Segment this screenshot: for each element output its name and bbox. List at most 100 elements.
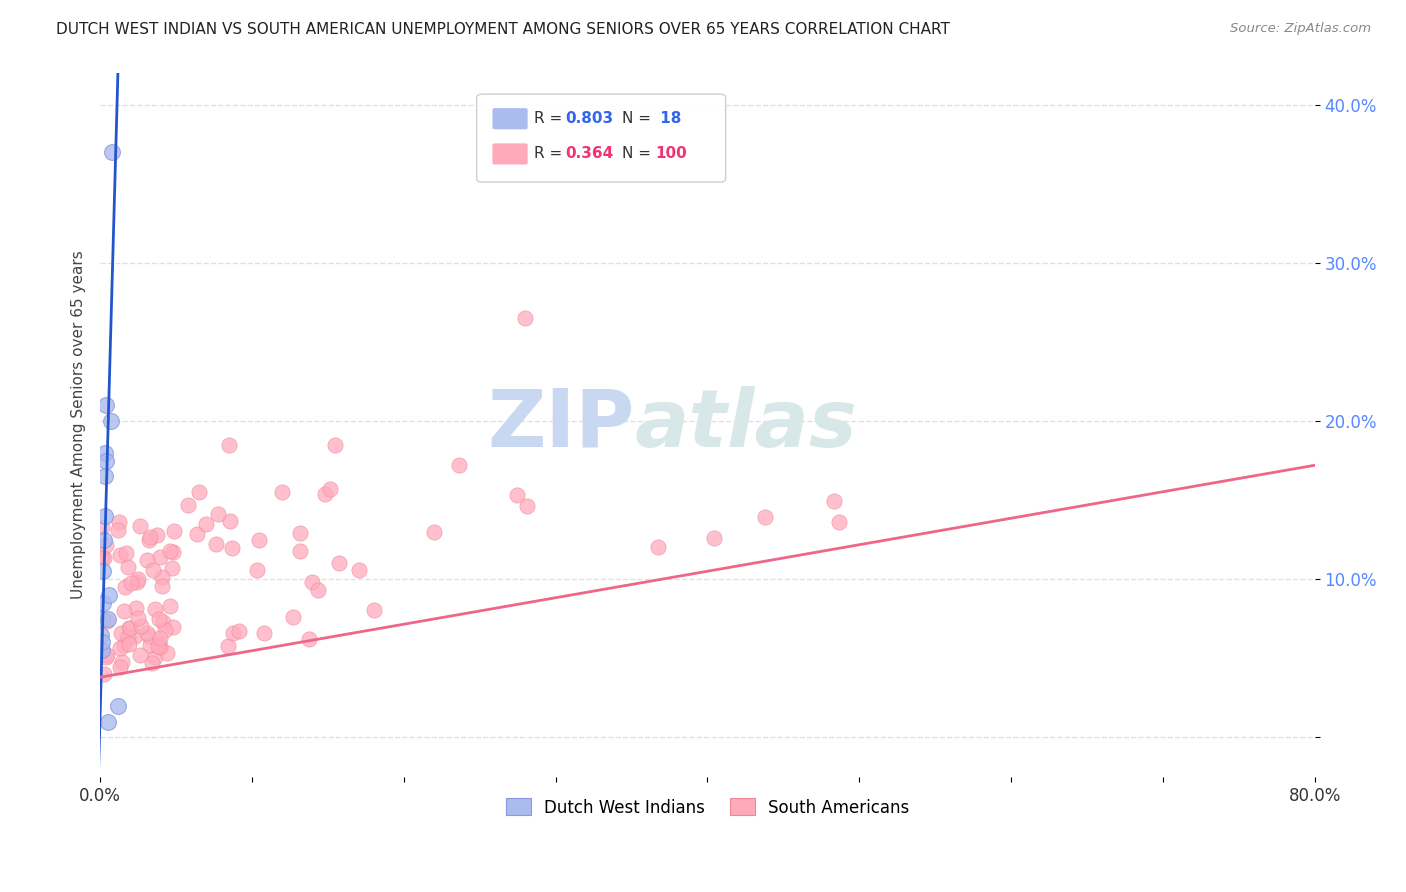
Text: R =: R = xyxy=(534,146,567,161)
South Americans xyxy=(142,563,165,577)
South Americans xyxy=(107,523,129,537)
Dutch West Indians xyxy=(101,145,124,159)
South Americans xyxy=(127,575,149,590)
Dutch West Indians xyxy=(94,445,117,459)
South Americans xyxy=(217,640,239,654)
South Americans xyxy=(218,438,240,452)
Dutch West Indians xyxy=(97,612,120,626)
South Americans xyxy=(195,516,218,531)
South Americans xyxy=(118,621,141,635)
South Americans xyxy=(112,604,135,618)
South Americans xyxy=(246,563,269,577)
Dutch West Indians xyxy=(91,596,114,610)
South Americans xyxy=(162,620,184,634)
Text: 18: 18 xyxy=(655,112,682,127)
South Americans xyxy=(162,545,184,559)
South Americans xyxy=(423,524,446,539)
Dutch West Indians xyxy=(96,398,118,412)
South Americans xyxy=(823,494,845,508)
South Americans xyxy=(120,575,142,590)
Dutch West Indians xyxy=(96,453,118,467)
South Americans xyxy=(149,640,172,655)
Text: atlas: atlas xyxy=(634,386,858,464)
Text: N =: N = xyxy=(623,146,657,161)
South Americans xyxy=(187,485,209,500)
South Americans xyxy=(118,637,141,651)
Text: 0.803: 0.803 xyxy=(565,112,613,127)
South Americans xyxy=(150,579,173,593)
South Americans xyxy=(163,524,186,538)
South Americans xyxy=(207,508,229,522)
South Americans xyxy=(363,603,385,617)
South Americans xyxy=(146,639,169,653)
South Americans xyxy=(347,563,370,577)
Text: N =: N = xyxy=(623,112,657,127)
FancyBboxPatch shape xyxy=(492,108,527,129)
South Americans xyxy=(117,559,139,574)
South Americans xyxy=(129,618,152,632)
South Americans xyxy=(117,630,139,644)
South Americans xyxy=(271,485,294,500)
South Americans xyxy=(143,602,166,616)
South Americans xyxy=(96,614,118,628)
South Americans xyxy=(156,646,179,660)
South Americans xyxy=(647,541,669,555)
South Americans xyxy=(148,612,170,626)
South Americans xyxy=(138,533,160,547)
South Americans xyxy=(288,525,311,540)
South Americans xyxy=(186,526,208,541)
South Americans xyxy=(135,626,157,640)
South Americans xyxy=(155,624,177,638)
South Americans xyxy=(177,498,200,512)
South Americans xyxy=(93,667,115,681)
South Americans xyxy=(204,537,226,551)
South Americans xyxy=(253,625,276,640)
South Americans xyxy=(307,583,329,598)
South Americans xyxy=(112,638,135,652)
South Americans xyxy=(301,574,323,589)
Dutch West Indians xyxy=(90,612,112,626)
South Americans xyxy=(108,515,131,529)
Dutch West Indians xyxy=(93,469,115,483)
South Americans xyxy=(110,626,132,640)
Legend: Dutch West Indians, South Americans: Dutch West Indians, South Americans xyxy=(498,790,918,825)
South Americans xyxy=(150,570,173,584)
South Americans xyxy=(146,527,169,541)
FancyBboxPatch shape xyxy=(492,144,527,164)
South Americans xyxy=(138,629,160,643)
South Americans xyxy=(91,549,114,564)
FancyBboxPatch shape xyxy=(477,94,725,182)
South Americans xyxy=(506,487,529,501)
South Americans xyxy=(149,632,172,646)
South Americans xyxy=(93,550,115,565)
South Americans xyxy=(108,660,131,674)
South Americans xyxy=(139,639,162,653)
Dutch West Indians xyxy=(93,508,115,523)
Dutch West Indians xyxy=(90,643,112,657)
South Americans xyxy=(325,438,347,452)
South Americans xyxy=(114,580,136,594)
South Americans xyxy=(128,648,150,662)
South Americans xyxy=(754,510,776,524)
South Americans xyxy=(125,601,148,615)
South Americans xyxy=(148,549,170,564)
Dutch West Indians xyxy=(107,698,129,713)
South Americans xyxy=(141,656,163,670)
South Americans xyxy=(314,486,336,500)
Dutch West Indians xyxy=(98,588,121,602)
South Americans xyxy=(703,531,725,545)
Text: Source: ZipAtlas.com: Source: ZipAtlas.com xyxy=(1230,22,1371,36)
South Americans xyxy=(124,629,146,643)
South Americans xyxy=(516,499,538,513)
Text: 100: 100 xyxy=(655,146,688,161)
South Americans xyxy=(143,649,166,664)
Dutch West Indians xyxy=(97,714,120,729)
South Americans xyxy=(290,544,312,558)
South Americans xyxy=(148,635,170,649)
South Americans xyxy=(152,615,174,630)
Dutch West Indians xyxy=(91,635,114,649)
South Americans xyxy=(162,561,184,575)
South Americans xyxy=(108,549,131,563)
South Americans xyxy=(91,642,114,657)
South Americans xyxy=(110,641,132,656)
